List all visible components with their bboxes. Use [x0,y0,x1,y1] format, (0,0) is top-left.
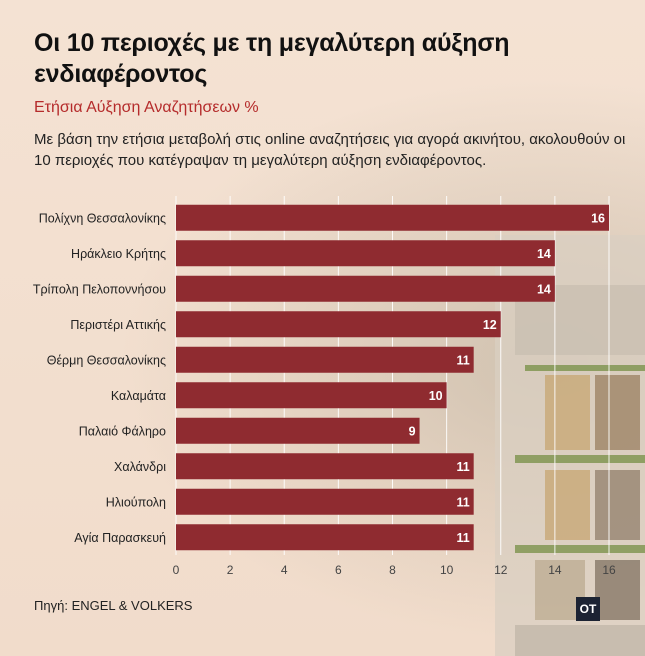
category-label: Πολίχνη Θεσσαλονίκης [39,211,166,225]
data-label: 11 [456,353,469,367]
bar [176,453,474,480]
data-label: 12 [483,318,497,332]
data-label: 16 [591,211,605,225]
x-tick-label: 6 [335,563,342,577]
bar [176,204,609,231]
category-label: Χαλάνδρι [114,460,166,474]
data-label: 14 [537,247,551,261]
category-label: Καλαμάτα [111,389,166,403]
data-label: 14 [537,282,551,296]
bar [176,488,474,515]
source-note: Πηγή: ENGEL & VOLKERS [34,598,193,613]
x-tick-label: 4 [281,563,288,577]
x-tick-label: 12 [494,563,508,577]
category-label: Παλαιό Φάληρο [79,424,166,438]
building-illustration [495,235,645,656]
category-label: Ηράκλειο Κρήτης [71,247,166,261]
bar [176,417,420,444]
x-tick-label: 10 [440,563,454,577]
x-tick-label: 14 [548,563,562,577]
data-label: 9 [409,424,416,438]
bar [176,275,555,302]
data-label: 11 [456,460,469,474]
bar [176,311,501,338]
data-label: 10 [429,389,443,403]
category-label: Περιστέρι Αττικής [70,318,166,332]
ot-logo: OT [576,597,600,621]
category-label: Ηλιούπολη [106,495,166,509]
x-tick-label: 8 [389,563,396,577]
x-tick-label: 0 [173,563,180,577]
data-label: 11 [456,495,469,509]
category-label: Θέρμη Θεσσαλονίκης [47,353,166,367]
bar [176,240,555,267]
category-label: Αγία Παρασκευή [74,531,166,545]
bar [176,346,474,373]
data-label: 11 [456,531,469,545]
bar [176,524,474,551]
x-tick-label: 2 [227,563,234,577]
chart-subtitle: Ετήσια Αύξηση Αναζητήσεων % [34,99,259,116]
category-label: Τρίπολη Πελοποννήσου [33,282,166,296]
page-title: Οι 10 περιοχές με τη μεγαλύτερη αύξηση ε… [34,29,510,88]
chart-description: Με βάση την ετήσια μεταβολή στις online … [34,131,626,169]
x-tick-label: 16 [602,563,616,577]
bar [176,382,447,409]
